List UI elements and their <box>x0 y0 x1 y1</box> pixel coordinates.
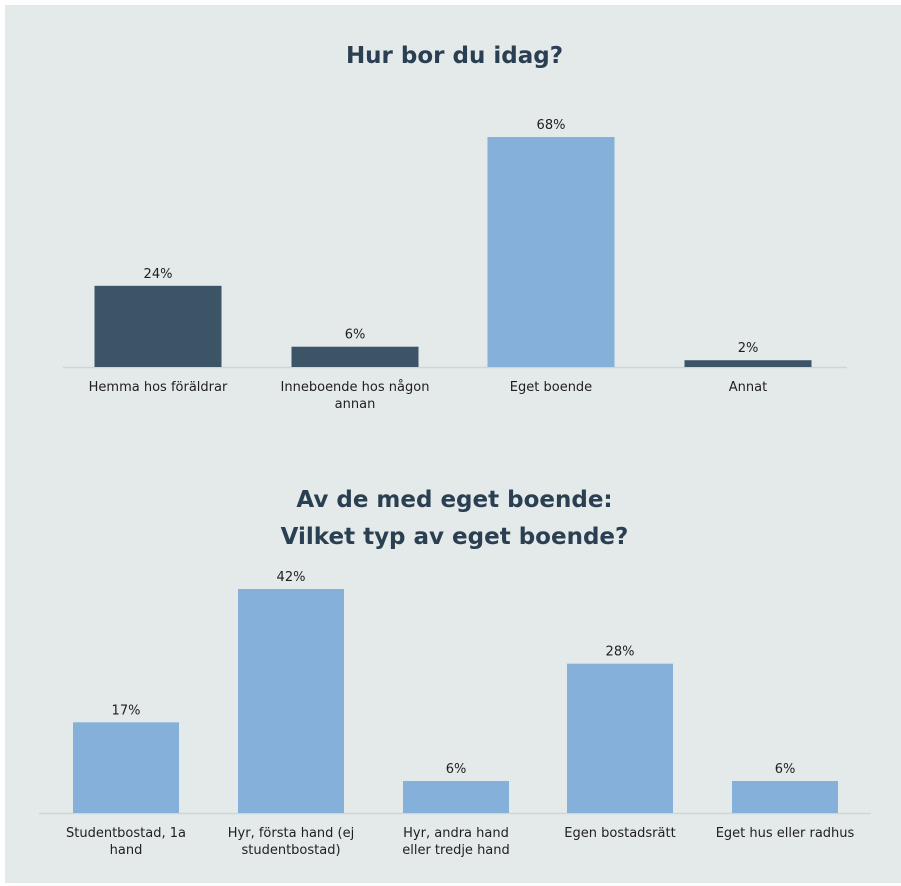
chart-2-category-label-3-line-2: eller tredje hand <box>402 843 510 858</box>
chart-1-value-label-1: 24% <box>144 267 173 282</box>
chart-1-category-label-2-line-1: Inneboende hos någon <box>281 380 430 395</box>
chart-2-title-line-2: Vilket typ av eget boende? <box>280 524 629 550</box>
chart-1-bar-4 <box>684 360 812 367</box>
chart-2-bar-1 <box>73 722 179 813</box>
chart-2-title-line-1: Av de med eget boende: <box>296 487 613 513</box>
chart-1-category-label-1-line-1: Hemma hos föräldrar <box>89 380 228 395</box>
chart-2-bar-4 <box>567 663 673 813</box>
chart-2-bar-3 <box>403 781 509 813</box>
chart-1-category-label-2-line-2: annan <box>335 397 376 412</box>
chart-2-category-label-1-line-1: Studentbostad, 1a <box>66 826 186 841</box>
chart-1-value-label-4: 2% <box>738 341 759 356</box>
chart-1-bar-3 <box>487 137 615 367</box>
chart-1-category-label-3-line-1: Eget boende <box>510 380 592 395</box>
chart-2-category-label-1-line-2: hand <box>110 843 143 858</box>
chart-1-category-label-4-line-1: Annat <box>729 380 767 395</box>
chart-panel: Hur bor du idag? Av de med eget boende: … <box>5 5 901 883</box>
chart-2-value-label-1: 17% <box>112 703 141 718</box>
charts-svg: 24% Hemma hos föräldrar 6% Inneboende hos n… <box>39 118 871 858</box>
chart-1-title: Hur bor du idag? <box>345 43 564 69</box>
chart-1-bar-2 <box>291 346 419 367</box>
chart-1-bar-1 <box>94 285 222 367</box>
chart-2-category-label-4-line-1: Egen bostadsrätt <box>564 826 675 841</box>
chart-2-category-label-2-line-1: Hyr, första hand (ej <box>228 826 354 841</box>
chart-2-category-label-5-line-1: Eget hus eller radhus <box>716 826 855 841</box>
chart-2-category-label-3-line-1: Hyr, andra hand <box>403 826 509 841</box>
chart-1-value-label-3: 68% <box>537 118 566 133</box>
chart-2-value-label-4: 28% <box>606 645 635 660</box>
chart-2-category-label-2-line-2: studentbostad) <box>241 843 340 858</box>
chart-2-value-label-5: 6% <box>775 762 796 777</box>
chart-1-value-label-2: 6% <box>345 328 366 343</box>
chart-2-bar-5 <box>732 781 838 813</box>
chart-2-bar-2 <box>238 589 344 813</box>
chart-2-value-label-3: 6% <box>446 762 467 777</box>
chart-2-value-label-2: 42% <box>277 570 306 585</box>
